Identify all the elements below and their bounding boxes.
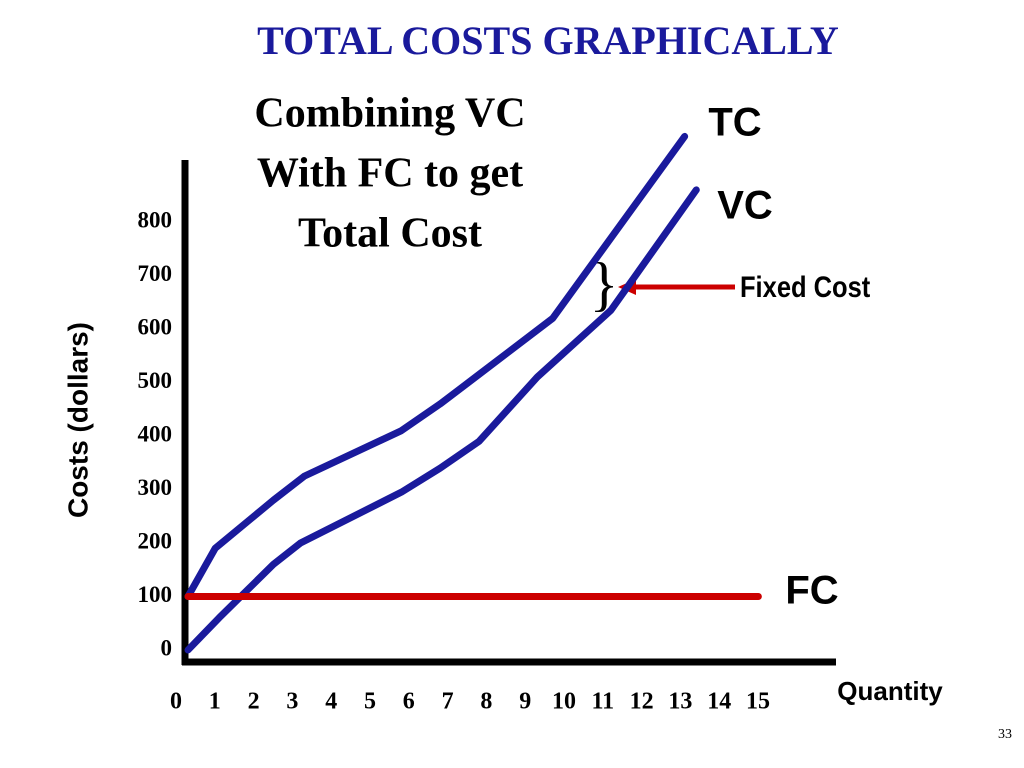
x-tick-label: 13 — [668, 689, 692, 715]
x-tick-label: 5 — [364, 689, 376, 715]
x-tick-label: 8 — [480, 689, 492, 715]
chart-title: TOTAL COSTS GRAPHICALLY — [257, 18, 839, 63]
x-tick-label: 11 — [591, 689, 614, 715]
y-tick-label: 0 — [161, 635, 173, 660]
y-tick-label: 700 — [138, 261, 173, 286]
x-tick-label: 6 — [403, 689, 415, 715]
y-tick-label: 100 — [138, 582, 173, 607]
y-tick-label: 800 — [138, 207, 173, 232]
x-tick-label: 4 — [325, 689, 337, 715]
x-tick-label: 7 — [442, 689, 454, 715]
y-tick-label: 200 — [138, 528, 173, 553]
x-tick-label: 1 — [209, 689, 221, 715]
x-tick-label: 3 — [286, 689, 298, 715]
y-axis-label: Costs (dollars) — [62, 322, 93, 518]
x-tick-label: 10 — [552, 689, 576, 715]
x-tick-label: 12 — [630, 689, 654, 715]
series-line — [184, 132, 689, 600]
subtitle-line: Total Cost — [298, 211, 482, 257]
y-tick-label: 500 — [138, 368, 173, 393]
series-label: VC — [717, 184, 773, 228]
x-tick-label: 2 — [248, 689, 260, 715]
x-axis-label: Quantity — [837, 676, 943, 706]
series-label: FC — [785, 569, 838, 613]
series-line — [184, 186, 700, 654]
subtitle-line: Combining VC — [254, 91, 525, 137]
x-tick-label: 9 — [519, 689, 531, 715]
y-tick-label: 300 — [138, 475, 173, 500]
y-tick-label: 600 — [138, 314, 173, 339]
x-tick-label: 0 — [170, 689, 182, 715]
x-tick-label: 15 — [746, 689, 770, 715]
page-number: 33 — [998, 727, 1012, 742]
subtitle-line: With FC to get — [257, 151, 523, 197]
annotation: Fixed Cost — [740, 270, 870, 303]
y-tick-label: 400 — [138, 421, 173, 446]
x-tick-label: 14 — [707, 689, 731, 715]
series-label: TC — [708, 101, 761, 145]
